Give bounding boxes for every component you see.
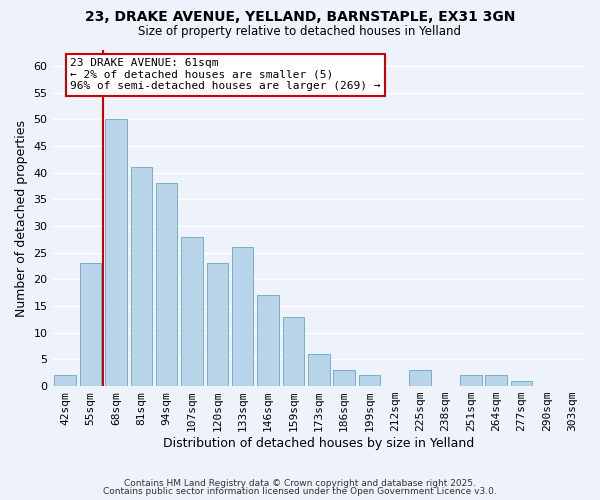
Bar [257,296,279,386]
Bar [156,184,178,386]
Bar [283,316,304,386]
Bar [308,354,329,386]
Text: Contains HM Land Registry data © Crown copyright and database right 2025.: Contains HM Land Registry data © Crown c… [124,478,476,488]
Bar [131,168,152,386]
Bar [55,376,76,386]
Bar [80,264,101,386]
Bar [181,236,203,386]
Text: Contains public sector information licensed under the Open Government Licence v3: Contains public sector information licen… [103,488,497,496]
Bar [409,370,431,386]
Y-axis label: Number of detached properties: Number of detached properties [15,120,28,316]
Text: 23 DRAKE AVENUE: 61sqm
← 2% of detached houses are smaller (5)
96% of semi-detac: 23 DRAKE AVENUE: 61sqm ← 2% of detached … [70,58,381,91]
Bar [105,120,127,386]
Bar [206,264,228,386]
Bar [334,370,355,386]
Bar [232,248,253,386]
Text: Size of property relative to detached houses in Yelland: Size of property relative to detached ho… [139,25,461,38]
Bar [359,376,380,386]
Bar [511,380,532,386]
X-axis label: Distribution of detached houses by size in Yelland: Distribution of detached houses by size … [163,437,475,450]
Bar [485,376,507,386]
Text: 23, DRAKE AVENUE, YELLAND, BARNSTAPLE, EX31 3GN: 23, DRAKE AVENUE, YELLAND, BARNSTAPLE, E… [85,10,515,24]
Bar [460,376,482,386]
